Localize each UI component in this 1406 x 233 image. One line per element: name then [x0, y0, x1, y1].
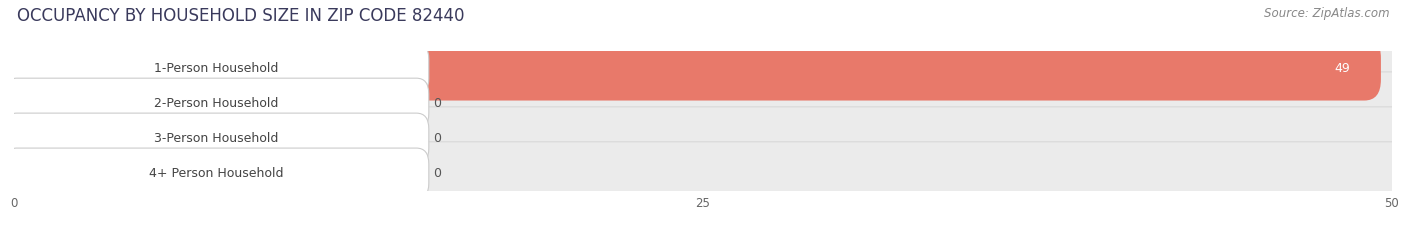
FancyBboxPatch shape: [4, 43, 429, 94]
FancyBboxPatch shape: [4, 78, 429, 129]
FancyBboxPatch shape: [0, 72, 1406, 136]
FancyBboxPatch shape: [0, 37, 1406, 101]
FancyBboxPatch shape: [4, 148, 429, 199]
Text: OCCUPANCY BY HOUSEHOLD SIZE IN ZIP CODE 82440: OCCUPANCY BY HOUSEHOLD SIZE IN ZIP CODE …: [17, 7, 464, 25]
Text: 0: 0: [433, 132, 441, 145]
Text: 0: 0: [433, 97, 441, 110]
FancyBboxPatch shape: [0, 107, 80, 171]
FancyBboxPatch shape: [0, 142, 1406, 206]
FancyBboxPatch shape: [0, 37, 1381, 101]
Text: 49: 49: [1334, 62, 1351, 75]
Text: Source: ZipAtlas.com: Source: ZipAtlas.com: [1264, 7, 1389, 20]
FancyBboxPatch shape: [0, 72, 80, 136]
Text: 0: 0: [433, 167, 441, 180]
Text: 4+ Person Household: 4+ Person Household: [149, 167, 284, 180]
FancyBboxPatch shape: [4, 113, 429, 164]
Text: 2-Person Household: 2-Person Household: [155, 97, 278, 110]
Text: 1-Person Household: 1-Person Household: [155, 62, 278, 75]
FancyBboxPatch shape: [0, 142, 80, 206]
FancyBboxPatch shape: [0, 107, 1406, 171]
Text: 3-Person Household: 3-Person Household: [155, 132, 278, 145]
